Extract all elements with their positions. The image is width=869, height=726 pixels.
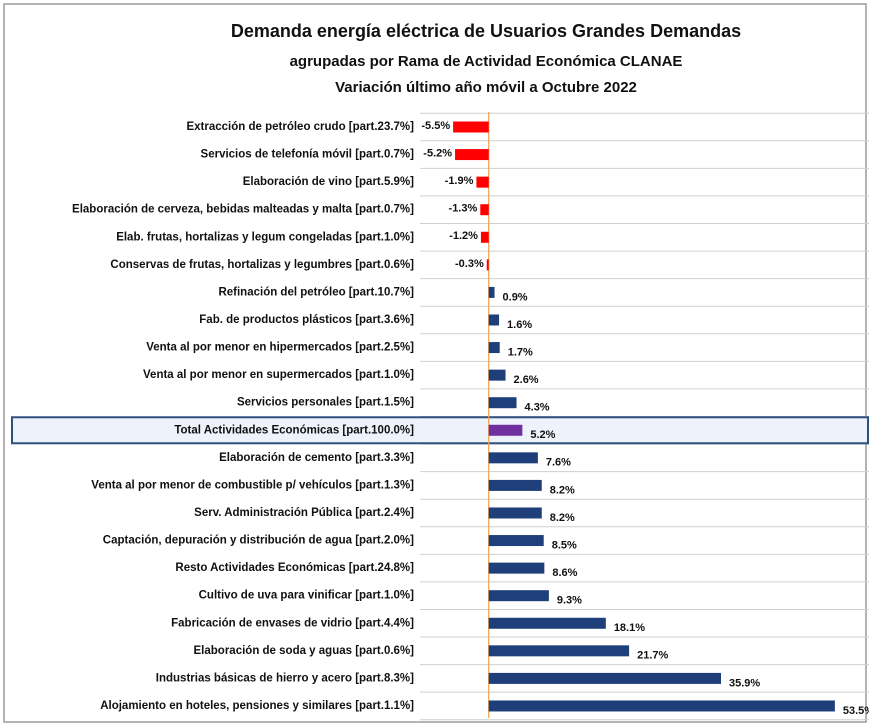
category-label: Elaboración de soda y aguas [part.0.6%] xyxy=(194,645,415,657)
bar xyxy=(488,617,606,629)
category-label: Serv. Administración Pública [part.2.4%] xyxy=(194,507,414,519)
category-label: Fab. de productos plásticos [part.3.6%] xyxy=(199,314,414,326)
value-label: 0.9% xyxy=(503,291,528,303)
frame xyxy=(3,3,867,723)
value-label: 5.2% xyxy=(530,429,555,441)
bar xyxy=(488,590,549,602)
value-label: 8.5% xyxy=(552,539,577,551)
bar xyxy=(453,121,489,133)
value-label: 18.1% xyxy=(614,622,645,634)
value-label: 35.9% xyxy=(729,677,760,689)
chart-title: Demanda energía eléctrica de Usuarios Gr… xyxy=(231,21,741,41)
category-label: Venta al por menor en supermercados [par… xyxy=(143,369,414,381)
category-label: Venta al por menor en hipermercados [par… xyxy=(146,342,414,354)
category-label: Extracción de petróleo crudo [part.23.7%… xyxy=(186,121,414,133)
bar xyxy=(488,424,523,436)
value-label: 1.6% xyxy=(507,319,532,331)
value-label: 21.7% xyxy=(637,650,668,662)
value-label: 8.6% xyxy=(552,567,577,579)
value-label: -1.2% xyxy=(449,230,478,242)
bar xyxy=(488,342,500,354)
bar xyxy=(476,176,489,188)
bar xyxy=(488,369,506,381)
bar xyxy=(488,672,721,684)
category-label: Servicios de telefonía móvil [part.0.7%] xyxy=(201,149,415,161)
value-label: -0.3% xyxy=(455,258,484,270)
value-label: 8.2% xyxy=(550,512,575,524)
value-label: 7.6% xyxy=(546,457,571,469)
category-label: Elaboración de cemento [part.3.3%] xyxy=(219,452,414,464)
category-label: Resto Actividades Económicas [part.24.8%… xyxy=(175,562,414,574)
value-label: -1.9% xyxy=(445,175,474,187)
bar xyxy=(488,507,542,519)
category-label: Elaboración de cerveza, bebidas malteada… xyxy=(72,204,414,216)
value-label: 9.3% xyxy=(557,595,582,607)
bar xyxy=(488,286,495,298)
value-label: 4.3% xyxy=(525,402,550,414)
bar xyxy=(488,700,835,712)
bar xyxy=(486,259,489,271)
category-label: Alojamiento en hoteles, pensiones y simi… xyxy=(100,700,414,712)
bar xyxy=(488,535,544,547)
category-label: Refinación del petróleo [part.10.7%] xyxy=(218,286,414,298)
value-label: 1.7% xyxy=(508,346,533,358)
category-label: Cultivo de uva para vinificar [part.1.0%… xyxy=(199,590,415,602)
bar xyxy=(488,397,517,409)
value-label: -1.3% xyxy=(449,203,478,215)
bar xyxy=(488,562,545,574)
category-label: Conservas de frutas, hortalizas y legumb… xyxy=(110,259,414,271)
category-label: Total Actividades Económicas [part.100.0… xyxy=(174,424,414,436)
bar xyxy=(480,204,489,216)
value-label: 8.2% xyxy=(550,484,575,496)
bar xyxy=(488,452,538,464)
bar xyxy=(488,314,500,326)
value-label: 2.6% xyxy=(514,374,539,386)
category-label: Fabricación de envases de vidrio [part.4… xyxy=(171,617,414,629)
bar xyxy=(455,149,489,161)
value-label: -5.5% xyxy=(421,120,450,132)
category-label: Captación, depuración y distribución de … xyxy=(103,535,414,547)
chart-subtitle: Variación último año móvil a Octubre 202… xyxy=(335,79,637,96)
bar xyxy=(488,645,630,657)
highlight-row xyxy=(11,416,869,445)
chart-subtitle: agrupadas por Rama de Actividad Económic… xyxy=(290,53,683,70)
bar xyxy=(488,479,542,491)
value-label: 53.5% xyxy=(843,705,869,717)
category-label: Venta al por menor de combustible p/ veh… xyxy=(91,479,414,491)
value-label: -5.2% xyxy=(423,147,452,159)
category-label: Elaboración de vino [part.5.9%] xyxy=(243,176,414,188)
category-label: Industrias básicas de hierro y acero [pa… xyxy=(156,672,414,684)
category-label: Elab. frutas, hortalizas y legum congela… xyxy=(116,231,414,243)
bar xyxy=(480,231,489,243)
category-label: Servicios personales [part.1.5%] xyxy=(237,397,414,409)
